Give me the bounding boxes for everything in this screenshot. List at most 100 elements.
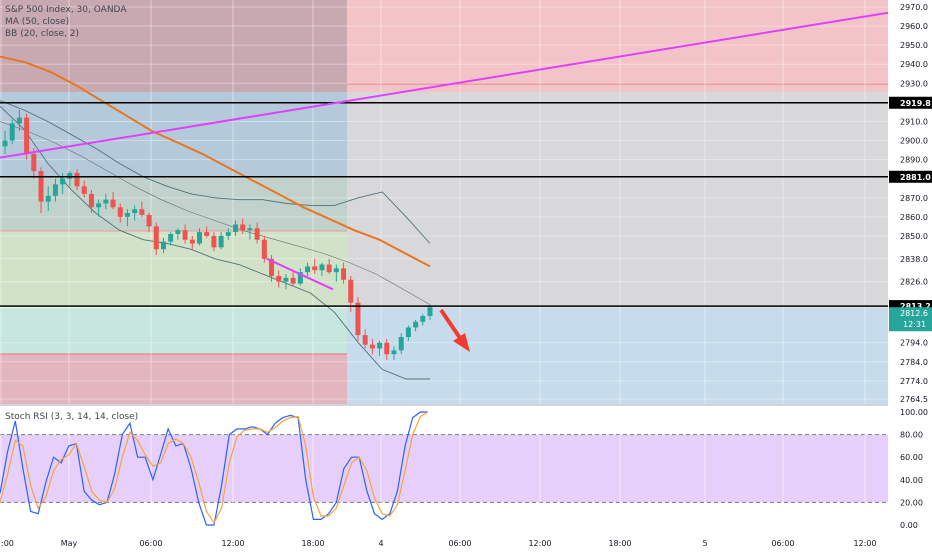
candle[interactable] [2, 130, 8, 154]
osc-tick-label: 80.00 [900, 431, 923, 440]
stoch-rsi-label[interactable]: Stoch RSI (3, 3, 14, 14, close) [5, 412, 139, 422]
price-level-tag[interactable] [889, 96, 932, 109]
candle[interactable] [319, 262, 325, 276]
candle-body [341, 268, 347, 280]
time-tick-label: 12:00 [853, 539, 876, 548]
candle[interactable] [88, 190, 94, 214]
last-price-text: 2812.6 [900, 309, 928, 318]
candle-body [240, 224, 246, 231]
candle[interactable] [369, 338, 375, 355]
price-tick-label: 2910.0 [900, 117, 928, 126]
candle[interactable] [110, 192, 116, 210]
trendline-long[interactable] [0, 11, 889, 159]
oscillator-legend: Stoch RSI (3, 3, 14, 14, close) [5, 411, 138, 423]
trendline-short[interactable] [266, 257, 334, 291]
candle[interactable] [362, 329, 368, 349]
bb-upper-band [0, 100, 431, 244]
candle[interactable] [391, 346, 397, 360]
candle[interactable] [269, 254, 275, 282]
forecast-arrow-shaft[interactable] [439, 308, 462, 340]
candle[interactable] [384, 338, 390, 360]
price-tick-label: 2970.0 [900, 3, 928, 12]
candle[interactable] [204, 226, 210, 238]
price-tick-label: 2900.0 [900, 137, 928, 146]
forecast-arrow-head[interactable] [453, 333, 470, 352]
candle[interactable] [189, 235, 195, 250]
candle-body [146, 214, 152, 227]
candle[interactable] [67, 171, 73, 187]
candle-body [276, 275, 282, 282]
stoch-d-line [0, 411, 429, 524]
price-level-tag[interactable] [889, 170, 932, 183]
candle[interactable] [312, 258, 318, 275]
candle[interactable] [103, 193, 109, 210]
candle[interactable] [31, 148, 37, 179]
candle[interactable] [254, 222, 260, 244]
candle[interactable] [305, 262, 311, 276]
candle-body [117, 207, 123, 217]
candle-body [427, 307, 433, 317]
candle[interactable] [413, 319, 419, 332]
candle[interactable] [168, 232, 174, 246]
candle-body [132, 209, 138, 214]
price-tick-label: 2960.0 [900, 22, 928, 31]
candle[interactable] [427, 304, 433, 320]
candle-body [60, 178, 66, 185]
candle[interactable] [333, 264, 339, 282]
candle[interactable] [196, 228, 202, 246]
candle[interactable] [124, 209, 130, 227]
candle[interactable] [398, 333, 404, 355]
price-tick-label: 2850.0 [900, 232, 928, 241]
candle[interactable] [326, 258, 332, 275]
candle[interactable] [45, 186, 51, 212]
candle[interactable] [117, 203, 123, 223]
price-level-tag-text: 2919.8 [900, 99, 931, 108]
last-price-tag[interactable] [889, 307, 932, 332]
candle[interactable] [81, 180, 87, 198]
candle-body [377, 342, 383, 349]
candle[interactable] [233, 220, 239, 236]
candle[interactable] [38, 167, 44, 214]
candle[interactable] [341, 262, 347, 284]
candle[interactable] [24, 113, 30, 160]
candle[interactable] [225, 228, 231, 240]
candle[interactable] [146, 213, 152, 233]
candle[interactable] [74, 169, 80, 191]
candle[interactable] [132, 205, 138, 221]
indicator-bb-label[interactable]: BB (20, close, 2) [5, 29, 80, 39]
candle[interactable] [405, 325, 411, 341]
candle-body [218, 235, 224, 248]
zone-upper-right [347, 0, 888, 92]
candle[interactable] [182, 224, 188, 244]
candle[interactable] [297, 268, 303, 286]
candles-layer[interactable] [2, 110, 433, 360]
candle[interactable] [290, 272, 296, 286]
candle[interactable] [153, 222, 159, 255]
candle[interactable] [283, 274, 289, 290]
candle[interactable] [160, 237, 166, 254]
candle[interactable] [377, 340, 383, 357]
candle[interactable] [139, 201, 145, 217]
candle[interactable] [276, 270, 282, 288]
candle-body [110, 199, 116, 208]
candle[interactable] [420, 314, 426, 326]
candle[interactable] [240, 218, 246, 234]
candle[interactable] [211, 232, 217, 252]
candle[interactable] [16, 110, 22, 131]
candle[interactable] [261, 235, 267, 263]
price-tick-label: 2890.0 [900, 156, 928, 165]
candle-body [305, 266, 311, 273]
legend: S&P 500 Index, 30, OANDA MA (50, close) … [5, 4, 126, 40]
drawings-layer[interactable] [0, 11, 889, 352]
candle[interactable] [247, 224, 253, 240]
candle[interactable] [218, 232, 224, 250]
candle[interactable] [175, 228, 181, 240]
candle[interactable] [52, 178, 58, 202]
indicator-ma-label[interactable]: MA (50, close) [5, 17, 70, 27]
candle[interactable] [96, 199, 102, 217]
candle[interactable] [355, 296, 361, 341]
candle[interactable] [9, 119, 15, 145]
